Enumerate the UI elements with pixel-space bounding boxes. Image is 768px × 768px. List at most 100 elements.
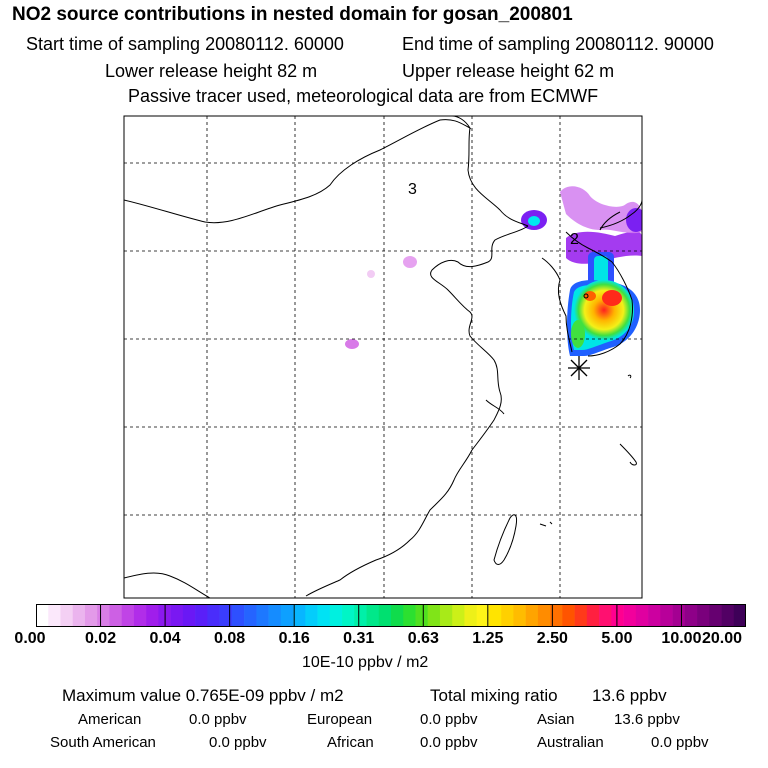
colorbar-swatch: [488, 604, 502, 627]
colorbar-swatch: [648, 604, 661, 627]
colorbar-swatch: [342, 604, 355, 627]
colorbar-swatch: [121, 604, 135, 627]
colorbar-swatch: [415, 604, 429, 627]
colorbar-swatch: [72, 604, 86, 627]
colorbar-swatch: [599, 604, 612, 627]
region-name: European: [307, 711, 373, 728]
colorbar-tick-label: 0.04: [149, 630, 181, 647]
colorbar-swatch: [391, 604, 404, 627]
colorbar-swatch: [660, 604, 673, 627]
colorbar-swatch: [378, 604, 392, 627]
colorbar-swatch: [84, 604, 98, 627]
colorbar-swatch: [672, 604, 686, 627]
colorbar-tick-label: 0.00: [14, 630, 46, 647]
colorbar-tick-label: 0.31: [343, 630, 375, 647]
region-value: 0.0 ppbv: [651, 734, 709, 751]
colorbar-swatch: [525, 604, 539, 627]
colorbar-swatch: [550, 604, 563, 627]
colorbar-tick-label: 0.08: [214, 630, 246, 647]
start-time-label: Start time of sampling 20080112. 60000: [26, 34, 344, 54]
colorbar-swatch: [439, 604, 453, 627]
colorbar-swatch: [452, 604, 465, 627]
plume-purple-band: [566, 231, 642, 264]
island-dot: [583, 293, 589, 299]
end-time-label: End time of sampling 20080112. 90000: [402, 34, 714, 54]
plume-blob-west-2: [367, 270, 375, 278]
colorbar-tick-label: 0.02: [84, 630, 117, 647]
colorbar-swatch: [48, 604, 61, 627]
colorbar: [36, 604, 746, 627]
total-mixing-label: Total mixing ratio: [430, 686, 558, 705]
colorbar-swatch: [329, 604, 343, 627]
receptor-marker-icon: [568, 356, 590, 380]
plume-northeast: [626, 208, 642, 232]
region-name: American: [78, 711, 142, 728]
region-value: 0.0 ppbv: [189, 711, 247, 728]
colorbar-tick-label: 0.63: [407, 630, 439, 647]
tracer-note: Passive tracer used, meteorological data…: [128, 86, 599, 106]
colorbar-swatch: [635, 604, 649, 627]
colorbar-swatch: [36, 604, 49, 627]
colorbar-tick-label: 2.50: [536, 630, 568, 647]
contour-label-3: 3: [408, 181, 417, 198]
colorbar-swatch: [268, 604, 282, 627]
region-value: 13.6 ppbv: [614, 711, 680, 728]
colorbar-swatch: [709, 604, 722, 627]
region-name: South American: [50, 734, 156, 751]
region-value: 0.0 ppbv: [420, 711, 478, 728]
colorbar-swatch: [513, 604, 526, 627]
lower-release-label: Lower release height 82 m: [105, 61, 318, 81]
plume-violet-top: [560, 186, 642, 234]
colorbar-swatch: [207, 604, 220, 627]
total-mixing-value: 13.6 ppbv: [592, 686, 667, 705]
region-value: 0.0 ppbv: [209, 734, 267, 751]
plume-lower-green: [571, 320, 585, 348]
colorbar-swatch: [109, 604, 122, 627]
region-name: Australian: [537, 734, 604, 751]
colorbar-swatch: [733, 604, 746, 627]
map-content: [124, 116, 642, 598]
colorbar-swatch: [146, 604, 159, 627]
plume-hotspot-red-2: [584, 291, 596, 301]
region-value: 0.0 ppbv: [420, 734, 478, 751]
colorbar-swatch: [623, 604, 637, 627]
plume-blob-west: [403, 256, 417, 268]
map-frame: [123, 115, 643, 599]
colorbar-swatch: [244, 604, 257, 627]
colorbar-swatch: [231, 604, 245, 627]
colorbar-swatch: [403, 604, 416, 627]
colorbar-swatch: [170, 604, 184, 627]
colorbar-swatch: [219, 604, 233, 627]
coastlines: [124, 116, 642, 598]
colorbar-tick-label: 10.00: [661, 630, 702, 647]
island-marks-south: [539, 521, 553, 527]
maximum-value-line: Maximum value 0.765E-09 ppbv / m2: [62, 686, 344, 705]
colorbar-swatch: [464, 604, 477, 627]
colorbar-swatch: [256, 604, 269, 627]
colorbar-swatch: [133, 604, 147, 627]
upper-release-label: Upper release height 62 m: [402, 61, 615, 81]
colorbar-swatch: [721, 604, 735, 627]
colorbar-swatch: [684, 604, 698, 627]
colorbar-swatch: [586, 604, 600, 627]
colorbar-tick-label: 20.00: [701, 630, 743, 647]
colorbar-swatch: [366, 604, 380, 627]
colorbar-swatch: [60, 604, 74, 627]
colorbar-swatch: [537, 604, 551, 627]
island-mark: [627, 374, 632, 379]
contour-label-2: 2: [570, 231, 579, 248]
colorbar-swatch: [97, 604, 110, 627]
colorbar-tick-label: 0.16: [278, 630, 310, 647]
colorbar-swatch: [182, 604, 196, 627]
region-name: Asian: [537, 711, 575, 728]
colorbar-frame: [36, 604, 746, 627]
colorbar-swatch: [317, 604, 331, 627]
colorbar-swatch: [611, 604, 624, 627]
lat-lon-grid: [124, 116, 642, 598]
colorbar-swatch: [305, 604, 318, 627]
figure-title: NO2 source contributions in nested domai…: [12, 4, 573, 25]
colorbar-swatch: [280, 604, 294, 627]
colorbar-units: 10E-10 ppbv / m2: [302, 654, 429, 671]
colorbar-swatch: [697, 604, 710, 627]
